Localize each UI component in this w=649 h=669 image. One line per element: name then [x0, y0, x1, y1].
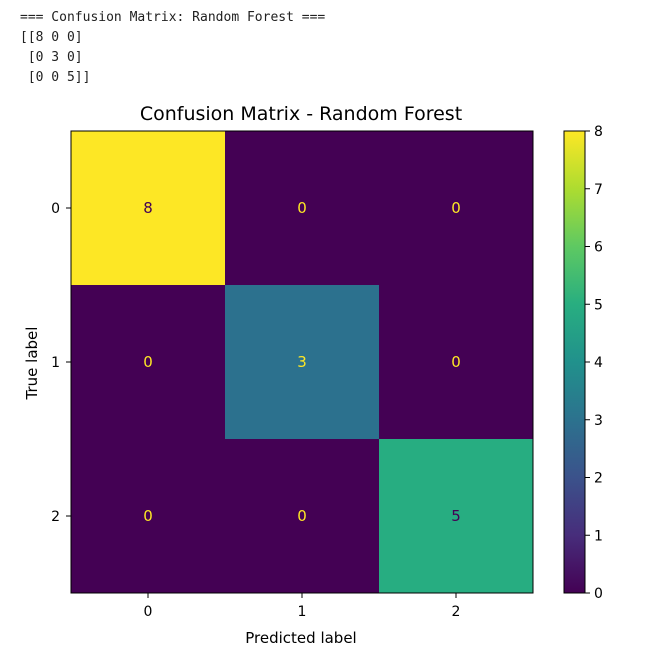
- cell-value-label: 3: [297, 353, 307, 371]
- y-tick-label: 2: [51, 509, 60, 525]
- cell-value-label: 5: [451, 507, 461, 525]
- y-axis-label: True label: [23, 327, 41, 401]
- colorbar-tick-label: 3: [594, 413, 603, 429]
- cell-value-label: 0: [297, 507, 307, 525]
- colorbar-tick-label: 0: [594, 586, 603, 602]
- heatmap-area: 8 0 0 0 3 0 0 0 5 0 1 2 0 1 2: [51, 130, 534, 620]
- heatmap-cell: [71, 131, 225, 285]
- colorbar-tick-label: 8: [594, 124, 603, 140]
- chart-title: Confusion Matrix - Random Forest: [140, 103, 462, 125]
- heatmap-cell: [71, 285, 225, 439]
- x-tick-label: 2: [452, 604, 461, 620]
- cell-value-label: 8: [143, 199, 153, 217]
- cell-value-label: 0: [143, 353, 153, 371]
- x-axis-label: Predicted label: [245, 629, 356, 647]
- colorbar-tick-label: 2: [594, 471, 603, 487]
- cell-value-label: 0: [451, 199, 461, 217]
- console-line: [[8 0 0]: [20, 30, 83, 45]
- y-tick-label: 1: [51, 355, 60, 371]
- heatmap-cell: [379, 285, 533, 439]
- colorbar-tick-label: 6: [594, 240, 603, 256]
- heatmap-cell: [225, 439, 379, 593]
- y-tick-label: 0: [51, 201, 60, 217]
- heatmap-cell: [379, 131, 533, 285]
- cell-value-label: 0: [143, 507, 153, 525]
- cell-value-label: 0: [297, 199, 307, 217]
- colorbar-tick-label: 7: [594, 182, 603, 198]
- colorbar-tick-label: 1: [594, 528, 603, 544]
- console-line: === Confusion Matrix: Random Forest ===: [20, 10, 326, 25]
- heatmap-cell: [225, 131, 379, 285]
- heatmap-cell: [225, 285, 379, 439]
- colorbar-gradient: [564, 131, 585, 593]
- x-tick-label: 1: [298, 604, 307, 620]
- heatmap-cell: [71, 439, 225, 593]
- console-output: === Confusion Matrix: Random Forest === […: [20, 8, 325, 88]
- colorbar-tick-label: 5: [594, 297, 603, 313]
- colorbar: 0 1 2 3 4 5 6 7 8: [563, 124, 603, 602]
- heatmap-cell: [379, 439, 533, 593]
- cell-value-label: 0: [451, 353, 461, 371]
- console-line: [0 0 5]]: [20, 70, 91, 85]
- console-line: [0 3 0]: [20, 50, 83, 65]
- colorbar-tick-label: 4: [594, 355, 603, 371]
- x-tick-label: 0: [144, 604, 153, 620]
